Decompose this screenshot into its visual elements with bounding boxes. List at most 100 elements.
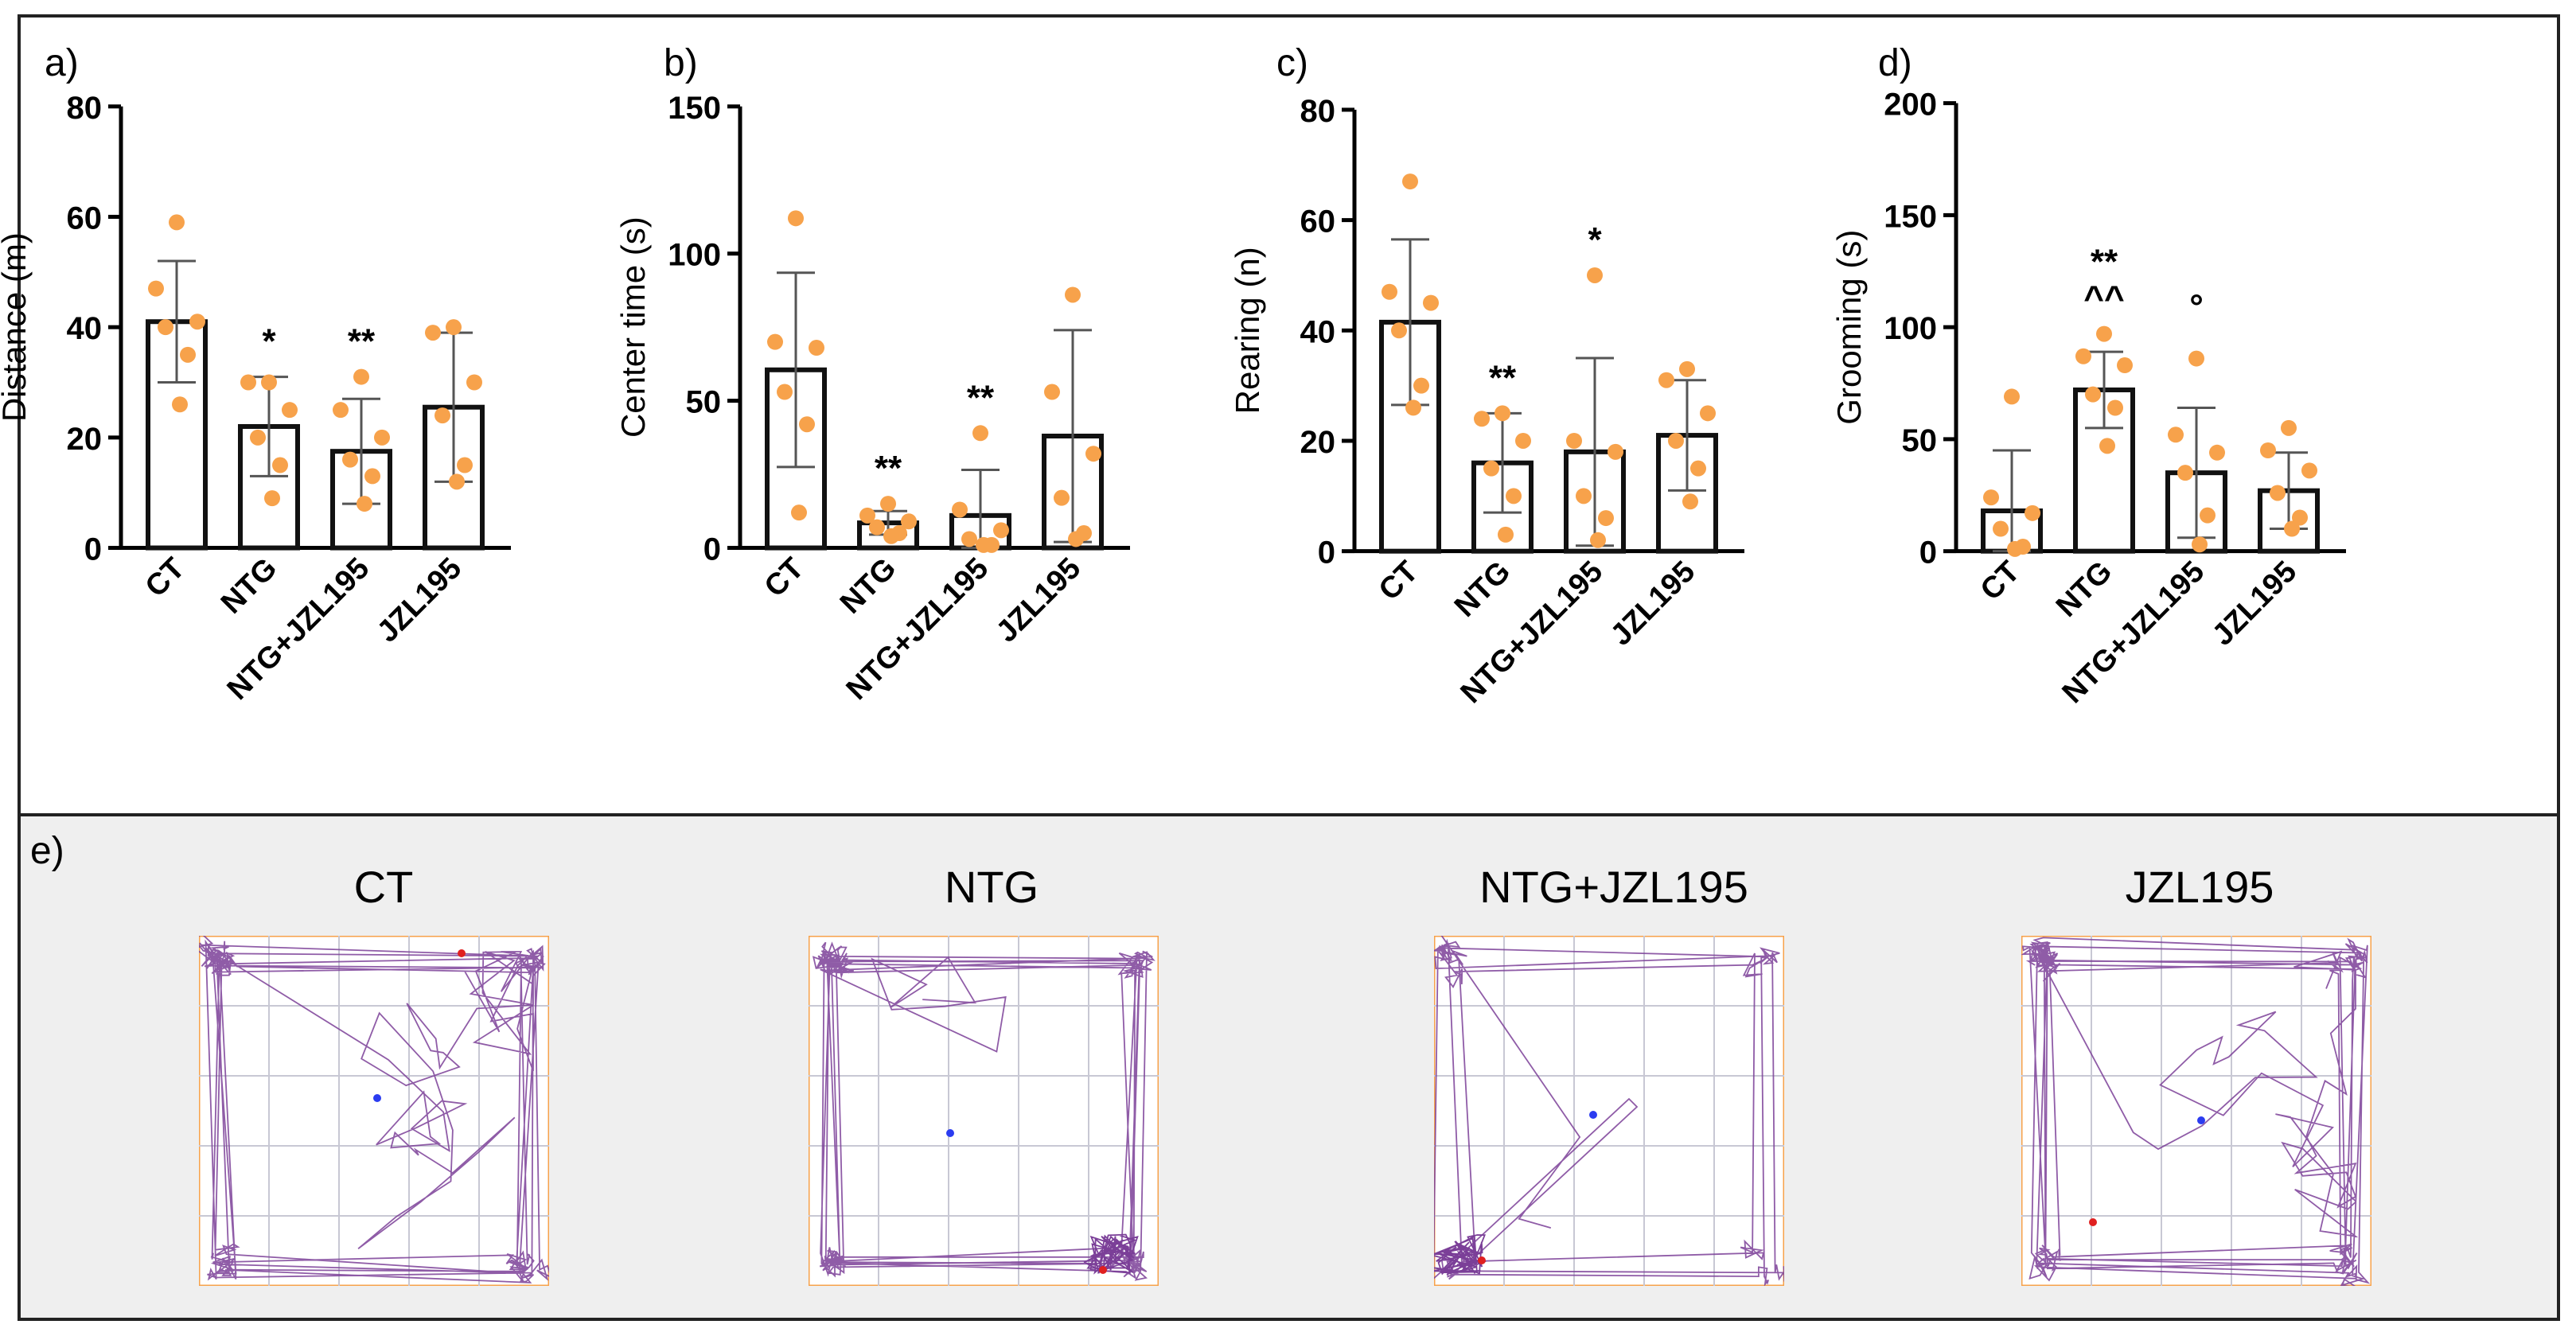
start-marker	[458, 949, 466, 957]
data-point	[1495, 405, 1510, 422]
track-plot-ct	[199, 936, 549, 1286]
data-point	[1506, 488, 1522, 504]
data-point	[374, 429, 390, 446]
data-point	[2301, 462, 2317, 479]
data-point	[1690, 460, 1706, 477]
y-tick-label: 40	[1300, 314, 1336, 349]
y-tick-label: 0	[1318, 536, 1335, 571]
data-point	[2085, 386, 2101, 403]
x-tick-label: JZL195	[2206, 555, 2303, 652]
data-point	[1598, 510, 1614, 527]
data-point	[1391, 322, 1407, 339]
data-point	[1668, 432, 1684, 449]
y-tick-label: 0	[1919, 536, 1937, 571]
y-tick-label: 40	[67, 311, 103, 346]
y-axis-label: Distance (m)	[0, 232, 33, 422]
panel-label-e: e)	[30, 830, 64, 872]
track-plot-jzl195	[2021, 936, 2371, 1286]
y-tick-label: 200	[1884, 88, 1937, 123]
data-point	[425, 325, 441, 341]
data-point	[1566, 432, 1582, 449]
data-point	[2270, 485, 2286, 501]
data-point	[2200, 507, 2216, 524]
data-point	[788, 210, 804, 227]
x-tick-label: NTG	[834, 551, 902, 620]
data-point	[2025, 504, 2040, 521]
arena-border	[809, 936, 1159, 1286]
data-point	[449, 473, 465, 490]
track-plot-ntg	[809, 936, 1159, 1286]
x-tick-label: JZL195	[990, 551, 1087, 649]
track-title-ct: CT	[353, 862, 414, 912]
x-tick-label: JZL195	[371, 551, 468, 649]
data-point	[1402, 173, 1418, 190]
data-point	[1682, 493, 1698, 510]
start-marker	[2089, 1218, 2097, 1226]
track-title-ntg-jzl195: NTG+JZL195	[1479, 862, 1748, 912]
x-tick-label: NTG	[215, 551, 283, 620]
data-point	[172, 396, 188, 413]
y-tick-label: 80	[1300, 94, 1336, 129]
significance-mark: *	[1588, 220, 1602, 259]
data-point	[799, 416, 815, 433]
data-point	[2007, 540, 2023, 557]
movement-track	[812, 941, 1155, 1281]
data-point	[809, 340, 824, 356]
y-tick-label: 0	[703, 532, 721, 567]
y-tick-label: 50	[1902, 423, 1938, 458]
data-point	[342, 451, 358, 468]
end-marker	[946, 1129, 954, 1137]
data-point	[2209, 444, 2225, 461]
y-axis-label: Center time (s)	[614, 216, 652, 438]
data-point	[2192, 536, 2208, 553]
x-tick-label: CT	[1373, 555, 1425, 607]
y-axis-label: Rearing (n)	[1229, 247, 1266, 414]
y-tick-label: 100	[668, 238, 721, 273]
x-tick-label: CT	[758, 551, 811, 604]
dense-corner-track	[1434, 1234, 1487, 1276]
track-title-jzl195: JZL195	[2125, 862, 2274, 912]
data-point	[1515, 432, 1531, 449]
data-point	[250, 429, 266, 446]
y-axis-label: Grooming (s)	[1830, 230, 1868, 425]
x-tick-label: CT	[139, 551, 192, 604]
data-point	[791, 504, 807, 521]
data-point	[972, 425, 988, 442]
data-point	[767, 333, 783, 350]
data-point	[2284, 520, 2300, 537]
data-point	[148, 280, 164, 297]
data-point	[880, 496, 896, 512]
data-point	[1658, 372, 1674, 388]
data-point	[333, 402, 349, 419]
data-point	[2096, 325, 2112, 342]
data-point	[240, 374, 256, 391]
data-point	[1590, 532, 1606, 548]
data-point	[2099, 438, 2115, 454]
y-tick-label: 20	[67, 422, 103, 457]
x-tick-label: CT	[1974, 555, 2027, 607]
data-point	[961, 531, 977, 547]
data-point	[2117, 357, 2133, 374]
significance-mark: **	[967, 378, 995, 417]
data-point	[1983, 489, 1999, 506]
data-point	[364, 468, 380, 485]
data-point	[457, 457, 473, 473]
x-tick-label: JZL195	[1604, 555, 1701, 652]
data-point	[1483, 460, 1499, 477]
data-point	[952, 501, 968, 518]
data-point	[777, 384, 793, 400]
data-point	[1382, 283, 1397, 300]
arena-border	[2021, 936, 2371, 1286]
significance-mark: *	[262, 322, 276, 361]
significance-mark: ^^	[2083, 279, 2124, 318]
arena-border	[199, 936, 549, 1286]
data-point	[1474, 411, 1490, 427]
data-point	[1576, 488, 1592, 504]
data-point	[2177, 465, 2193, 481]
significance-mark: **	[875, 449, 902, 488]
data-point	[976, 536, 992, 553]
significance-mark: **	[2091, 243, 2118, 282]
